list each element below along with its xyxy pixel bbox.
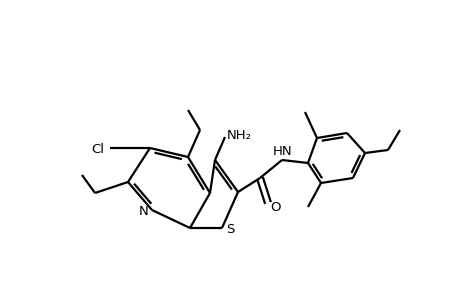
- Text: Cl: Cl: [91, 143, 104, 156]
- Text: O: O: [270, 201, 280, 214]
- Text: HN: HN: [273, 145, 292, 158]
- Text: NH₂: NH₂: [226, 129, 251, 142]
- Text: S: S: [225, 223, 234, 236]
- Text: N: N: [139, 205, 149, 218]
